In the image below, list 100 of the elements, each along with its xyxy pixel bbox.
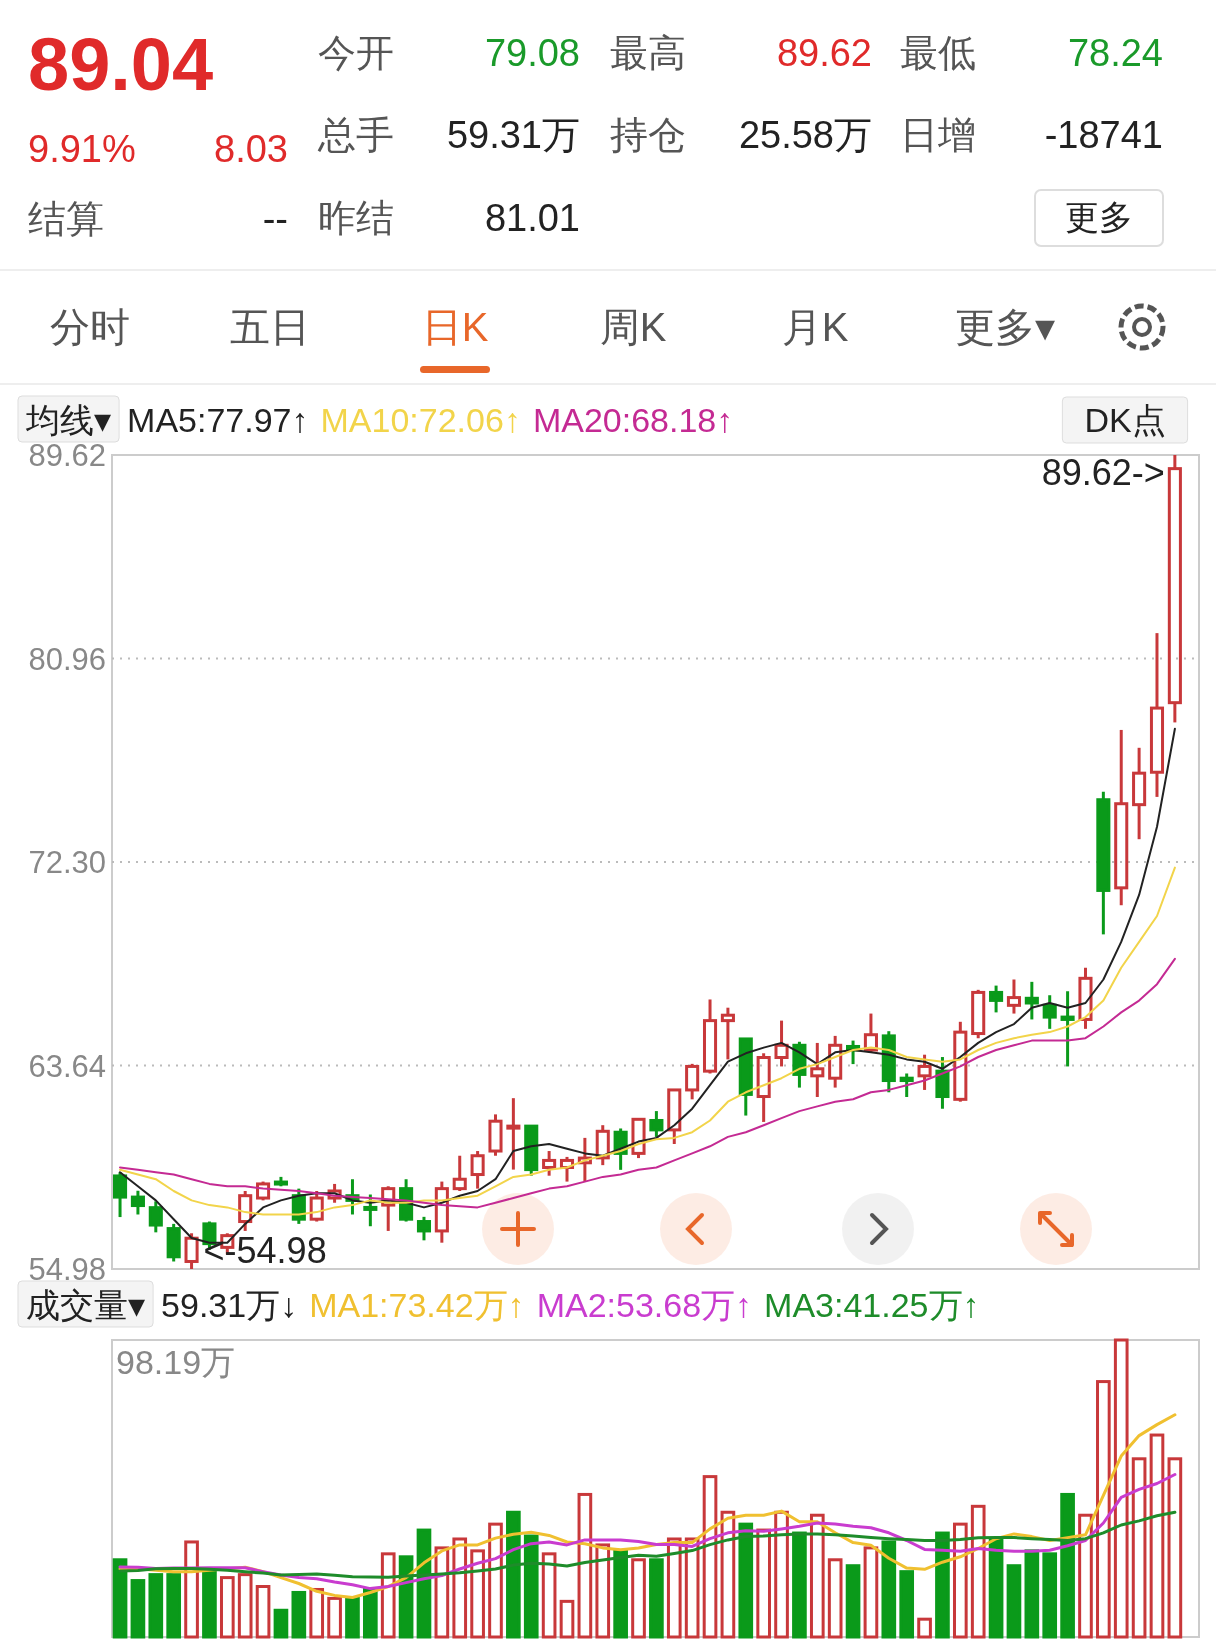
bar [148,1573,164,1639]
bar [809,1513,825,1639]
text: 8.03 [214,128,288,170]
text: DK点 [1084,401,1166,439]
candlestick [1149,633,1165,797]
legend-title: 成交量▾ [26,1286,146,1324]
text: 最低 [900,32,976,74]
text: 78.24 [1067,32,1163,74]
text: 89.04 [28,23,214,106]
y-tick-label: 54.98 [28,1252,106,1287]
text: 日增 [900,114,976,156]
text: MA2:53.68万↑ [536,1286,753,1324]
text: 81.01 [484,197,580,239]
bar [541,1552,557,1639]
bar [219,1576,235,1639]
bar [845,1564,861,1639]
bar [666,1537,682,1639]
bar [452,1537,468,1639]
bar [953,1522,968,1639]
bar [380,1552,396,1639]
text: 59.31万↓ [161,1286,298,1324]
bar [506,1510,521,1639]
text: 今开 [318,32,394,74]
candlestick [810,1041,825,1097]
bar [273,1608,289,1639]
candlestick [1114,728,1129,907]
bar [363,1587,378,1639]
text: 日K [421,305,489,349]
text: 五日 [230,305,310,349]
text: 59.31万 [446,114,580,156]
bar [577,1492,593,1639]
candlestick [506,1098,521,1170]
text: 最高 [610,32,686,74]
text: 更多▾ [954,305,1056,349]
bar [1113,1338,1129,1639]
bar [970,1504,986,1639]
text: 79.08 [484,32,580,74]
annotation: 89.62-> [1041,452,1165,493]
text: 月K [781,305,849,349]
bar [488,1522,503,1639]
bar [237,1573,253,1639]
text: MA1:73.42万↑ [309,1286,525,1324]
text: 9.91% [28,128,136,170]
bar [1131,1457,1147,1639]
bar [756,1528,771,1639]
bar [649,1558,664,1639]
text: MA10:72.06↑ [320,401,521,439]
annotation: <-54.98 [203,1230,327,1271]
candlestick [1132,746,1147,841]
text: 昨结 [318,197,394,239]
bar [988,1537,1004,1639]
bar [738,1522,754,1639]
bar [470,1549,485,1639]
bar [112,1558,128,1639]
y-tick-label: 63.64 [28,1048,106,1084]
bar [291,1590,307,1639]
bar [631,1558,646,1639]
bar [917,1617,932,1639]
bar [881,1540,897,1639]
bar [827,1558,843,1639]
annotation: 98.19万 [116,1343,236,1381]
bar [1042,1552,1058,1639]
text: 结算 [28,198,104,240]
bar [1024,1549,1040,1639]
bar [899,1570,915,1639]
bar [166,1573,182,1639]
y-tick-label: 80.96 [28,641,106,677]
bar [613,1549,628,1639]
text: 持仓 [610,114,686,156]
bar [130,1579,146,1639]
text: MA5:77.97↑ [127,401,309,439]
bar [935,1531,950,1639]
bar [1149,1433,1165,1639]
bar [523,1534,539,1639]
bar [184,1540,199,1639]
bar [559,1599,575,1639]
bar [1096,1380,1111,1639]
text: 更多 [1065,198,1133,236]
text: 25.58万 [738,114,872,156]
text: MA3:41.25万↑ [764,1286,980,1324]
bar [792,1531,807,1639]
text: -- [262,198,288,240]
legend-title: 均线▾ [25,401,112,439]
bar [595,1543,611,1639]
candlestick [1060,991,1075,1067]
text: 分时 [50,305,130,349]
bar [255,1585,271,1639]
text: MA20:68.18↑ [532,401,734,439]
bar [309,1587,325,1639]
bar [345,1596,360,1639]
text: 周K [599,305,667,349]
bar [1060,1492,1075,1639]
line-series [119,957,1176,1209]
text: 89.62 [776,32,872,74]
bar [327,1596,342,1639]
bar [1006,1564,1022,1639]
y-tick-label: 89.62 [28,438,106,473]
bar [1078,1513,1093,1639]
bar [774,1510,789,1639]
bar [863,1546,879,1639]
